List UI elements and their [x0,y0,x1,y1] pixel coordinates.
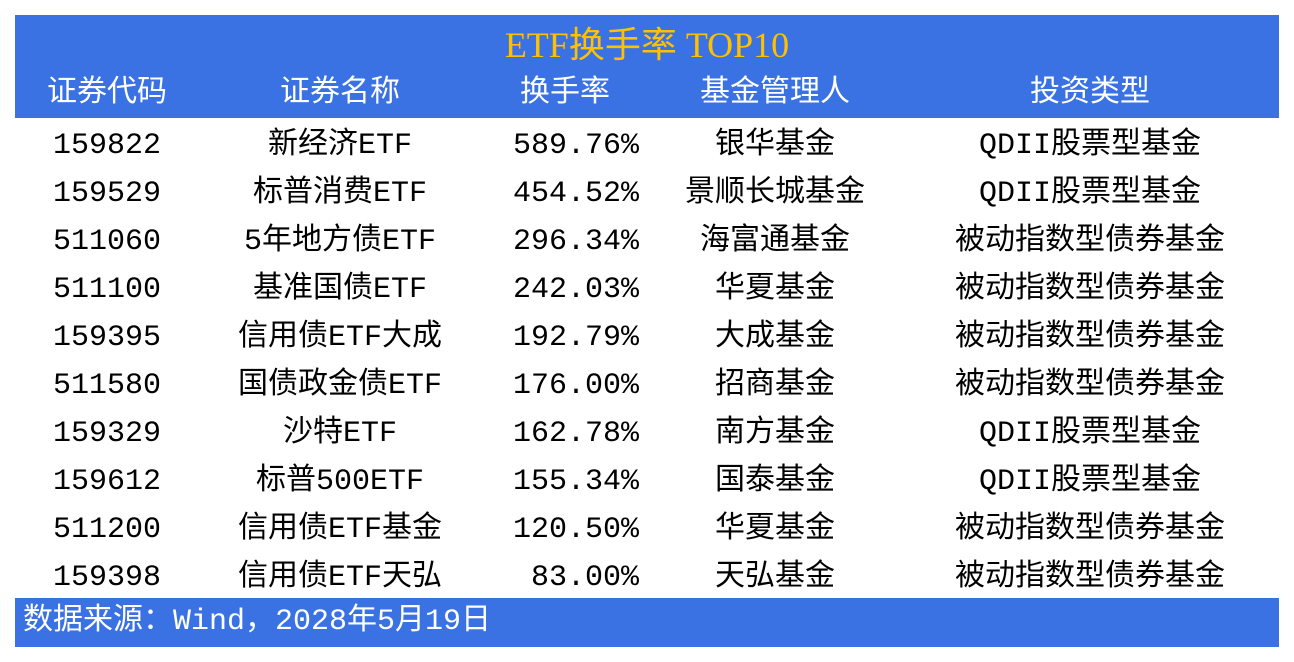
cell-name: 基准国债ETF [252,273,427,307]
cell-turnover: 83.00% [530,561,639,595]
cell-type: 被动指数型债券基金 [955,225,1225,259]
table-row: 511200 信用债ETF基金 120.50% 华夏基金 被动指数型债券基金 [15,506,1279,554]
table-title: ETF换手率 TOP10 [504,25,790,65]
column-header-type: 投资类型 [1030,77,1150,111]
cell-manager: 海富通基金 [700,225,850,259]
cell-type: QDII股票型基金 [978,417,1201,451]
cell-turnover: 454.52% [512,177,639,211]
table-row: 159612 标普500ETF 155.34% 国泰基金 QDII股票型基金 [15,458,1279,506]
cell-code: 159395 [52,321,162,355]
cell-manager: 银华基金 [715,129,835,163]
cell-type: 被动指数型债券基金 [955,273,1225,307]
cell-type: QDII股票型基金 [978,177,1201,211]
cell-type: 被动指数型债券基金 [955,369,1225,403]
table-row: 511100 基准国债ETF 242.03% 华夏基金 被动指数型债券基金 [15,266,1279,314]
source-note: 数据来源：Wind，2028年5月19日 [23,605,492,639]
cell-manager: 南方基金 [715,417,835,451]
table-row: 159398 信用债ETF天弘 83.00% 天弘基金 被动指数型债券基金 [15,554,1279,602]
cell-turnover: 120.50% [512,513,639,547]
cell-type: 被动指数型债券基金 [955,561,1225,595]
cell-code: 159398 [52,561,162,595]
column-header-manager: 基金管理人 [700,77,850,111]
column-header-turnover: 换手率 [520,77,610,111]
cell-turnover: 162.78% [512,417,639,451]
table-row: 511580 国债政金债ETF 176.00% 招商基金 被动指数型债券基金 [15,362,1279,410]
cell-name: 新经济ETF [267,129,412,163]
cell-name: 信用债ETF天弘 [237,561,442,595]
cell-manager: 招商基金 [715,369,835,403]
cell-name: 信用债ETF基金 [237,513,442,547]
cell-name: 标普消费ETF [252,177,427,211]
cell-code: 511200 [52,513,162,547]
cell-manager: 华夏基金 [715,273,835,307]
header-row: 证券代码 证券名称 换手率 基金管理人 投资类型 [15,70,1279,118]
cell-manager: 大成基金 [715,321,835,355]
table-row: 511060 5年地方债ETF 296.34% 海富通基金 被动指数型债券基金 [15,218,1279,266]
cell-code: 159612 [52,465,162,499]
cell-turnover: 589.76% [512,129,639,163]
cell-type: 被动指数型债券基金 [955,321,1225,355]
cell-type: 被动指数型债券基金 [955,513,1225,547]
cell-name: 5年地方债ETF [243,225,436,259]
table-row: 159329 沙特ETF 162.78% 南方基金 QDII股票型基金 [15,410,1279,458]
cell-type: QDII股票型基金 [978,465,1201,499]
cell-turnover: 192.79% [512,321,639,355]
table-row: 159529 标普消费ETF 454.52% 景顺长城基金 QDII股票型基金 [15,170,1279,218]
cell-turnover: 155.34% [512,465,639,499]
cell-manager: 天弘基金 [715,561,835,595]
table-row: 159822 新经济ETF 589.76% 银华基金 QDII股票型基金 [15,122,1279,170]
cell-manager: 国泰基金 [715,465,835,499]
cell-type: QDII股票型基金 [978,129,1201,163]
cell-code: 511060 [52,225,162,259]
header-band: ETF换手率 TOP10 [15,15,1279,118]
cell-code: 511580 [52,369,162,403]
table-row: 159395 信用债ETF大成 192.79% 大成基金 被动指数型债券基金 [15,314,1279,362]
footer-band: 数据来源：Wind，2028年5月19日 [15,598,1279,647]
cell-name: 标普500ETF [255,465,425,499]
cell-turnover: 242.03% [512,273,639,307]
cell-code: 511100 [52,273,162,307]
cell-name: 国债政金债ETF [237,369,442,403]
column-header-name: 证券名称 [280,77,400,111]
cell-turnover: 296.34% [512,225,639,259]
cell-code: 159329 [52,417,162,451]
column-header-code: 证券代码 [47,77,167,111]
cell-manager: 华夏基金 [715,513,835,547]
cell-turnover: 176.00% [512,369,639,403]
cell-name: 信用债ETF大成 [237,321,442,355]
cell-code: 159529 [52,177,162,211]
cell-name: 沙特ETF [282,417,397,451]
cell-code: 159822 [52,129,162,163]
cell-manager: 景顺长城基金 [685,177,865,211]
